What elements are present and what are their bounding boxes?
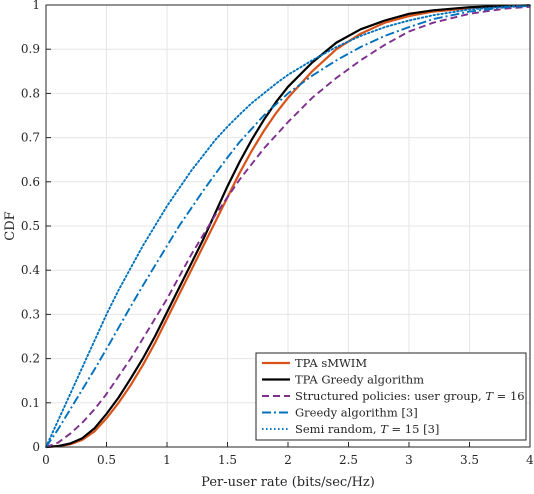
- legend-text-part: Structured policies: user group,: [295, 389, 485, 403]
- x-axis-label: Per-user rate (bits/sec/Hz): [201, 475, 375, 490]
- series-line-4: [45, 4, 531, 448]
- x-tick-label: 1: [163, 453, 171, 467]
- x-tick-label: 3.5: [460, 453, 479, 467]
- x-tick-label: 2.5: [339, 453, 358, 467]
- y-tick-label: 0.8: [21, 86, 40, 100]
- x-tick-label: 4: [526, 453, 534, 467]
- legend-text-part: TPA Greedy algorithm: [295, 373, 424, 387]
- series-layer: [45, 4, 531, 449]
- legend-box: [255, 352, 527, 441]
- legend-text-part: TPA sMWIM: [295, 356, 367, 370]
- y-tick-label: 0.2: [21, 352, 40, 366]
- y-tick-label: 0: [32, 440, 40, 454]
- ticks: 0 0.5 1 1.5 2 2.5 3 3.5 4 0 0.1 0.2 0.3 0.4 0.5 0.6 0.7 0…: [21, 0, 534, 467]
- y-tick-label: 0.1: [21, 396, 40, 410]
- y-tick-label: 0.6: [21, 175, 40, 189]
- legend-variable: T: [485, 389, 494, 403]
- legend-text-part: Semi random,: [295, 422, 380, 436]
- legend-text-part: = 16: [493, 389, 525, 403]
- legend-entry: Structured policies: user group, T = 16: [295, 389, 525, 403]
- series-line-1: [45, 4, 531, 449]
- y-tick-label: 0.3: [21, 307, 40, 321]
- y-tick-label: 0.5: [21, 219, 40, 233]
- legend-entry: TPA Greedy algorithm: [295, 373, 424, 387]
- x-tick-label: 3: [405, 453, 413, 467]
- y-tick-label: 0.4: [21, 263, 40, 277]
- x-tick-label: 2: [284, 453, 292, 467]
- legend-variable: T: [380, 422, 389, 436]
- legend-entry: TPA sMWIM: [295, 356, 367, 370]
- x-tick-label: 1.5: [218, 453, 237, 467]
- legend-text-part: Greedy algorithm [3]: [295, 406, 418, 420]
- series-line-3: [45, 5, 531, 448]
- y-tick-label: 0.9: [21, 42, 40, 56]
- series-line-2: [45, 4, 531, 449]
- y-axis-label: CDF: [3, 211, 18, 240]
- y-tick-label: 1: [32, 0, 40, 12]
- legend-text-part: = 15 [3]: [388, 422, 440, 436]
- legend-entry: Semi random, T = 15 [3]: [295, 422, 439, 436]
- legend-entry: Greedy algorithm [3]: [295, 406, 418, 420]
- series-line-5: [45, 4, 531, 448]
- x-tick-label: 0: [42, 453, 50, 467]
- legend: TPA sMWIM TPA Greedy algorithm Structured …: [255, 352, 527, 441]
- x-tick-label: 0.5: [97, 453, 116, 467]
- y-tick-label: 0.7: [21, 131, 40, 145]
